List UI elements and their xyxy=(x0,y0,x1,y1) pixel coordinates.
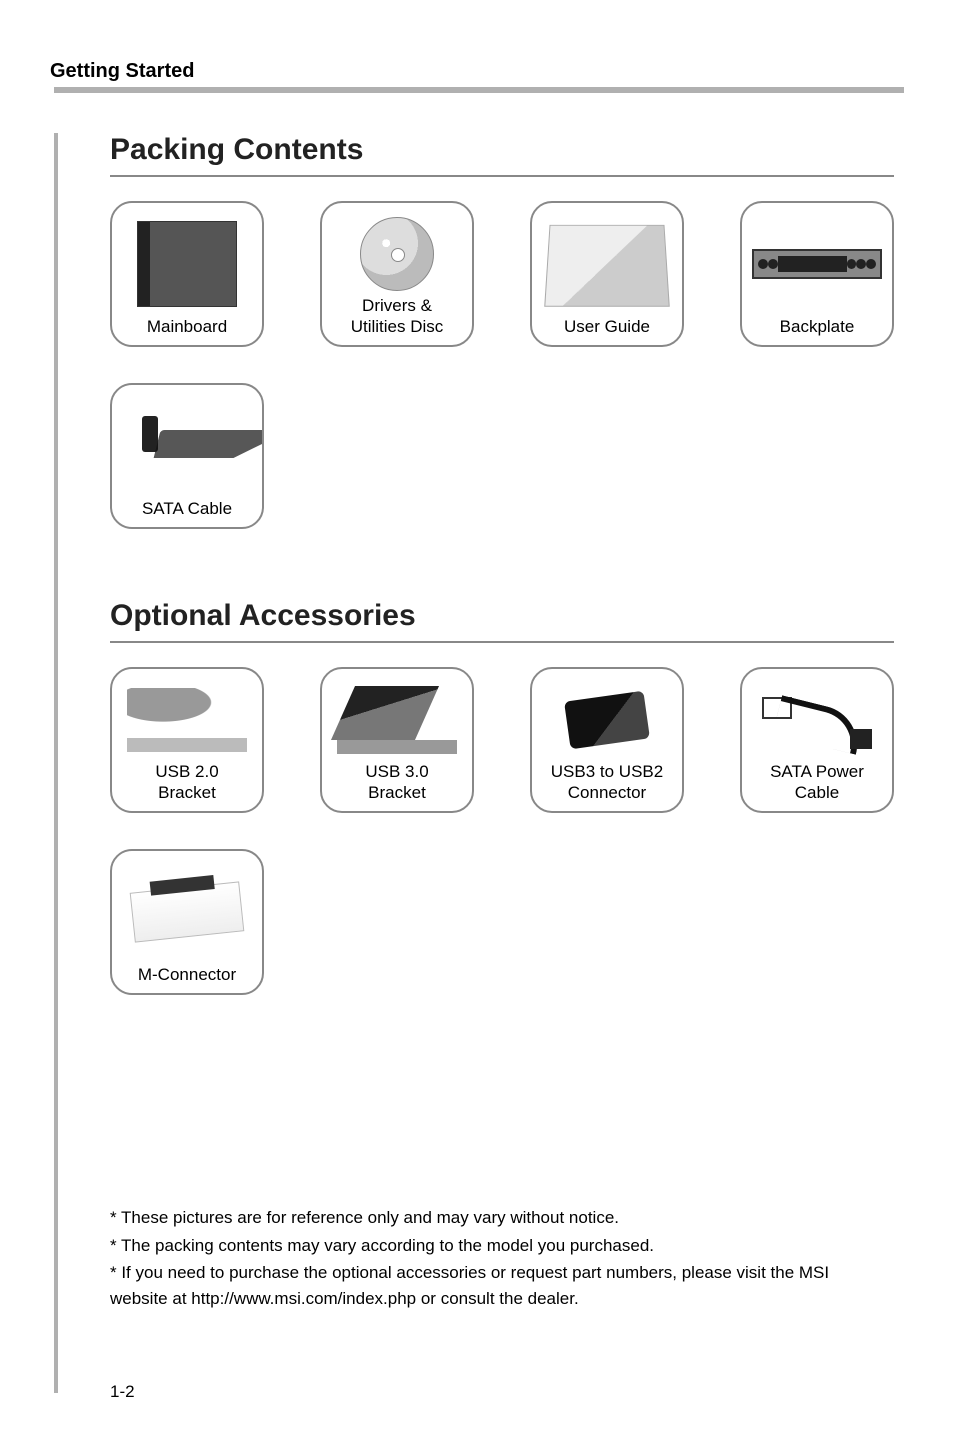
section-title-packing: Packing Contents xyxy=(110,133,894,167)
card-user-guide: User Guide xyxy=(530,201,684,347)
section-title-optional: Optional Accessories xyxy=(110,599,894,633)
card-label: USB 2.0 Bracket xyxy=(155,762,218,803)
card-mainboard: Mainboard xyxy=(110,201,264,347)
card-label: USB 3.0 Bracket xyxy=(365,762,428,803)
backplate-image xyxy=(748,211,886,317)
card-usb3-to-usb2: USB3 to USB2 Connector xyxy=(530,667,684,813)
sata-power-image xyxy=(748,677,886,762)
guide-image xyxy=(538,211,676,317)
card-label: Backplate xyxy=(780,317,855,337)
packing-grid: Mainboard Drivers & Utilities Disc User … xyxy=(110,201,894,529)
usb3to2-image xyxy=(538,677,676,762)
card-usb2-bracket: USB 2.0 Bracket xyxy=(110,667,264,813)
footnote-line: * If you need to purchase the optional a… xyxy=(110,1260,884,1311)
card-label: USB3 to USB2 Connector xyxy=(551,762,663,803)
header-rule xyxy=(54,87,904,93)
sata-cable-image xyxy=(118,393,256,499)
card-label: Drivers & Utilities Disc xyxy=(351,296,444,337)
card-label: SATA Power Cable xyxy=(770,762,864,803)
disc-image xyxy=(328,211,466,296)
card-sata-power: SATA Power Cable xyxy=(740,667,894,813)
title-rule xyxy=(110,641,894,643)
card-drivers-disc: Drivers & Utilities Disc xyxy=(320,201,474,347)
card-backplate: Backplate xyxy=(740,201,894,347)
card-label: M-Connector xyxy=(138,965,236,985)
mconnector-image xyxy=(118,859,256,965)
usb2-bracket-image xyxy=(118,677,256,762)
page-number: 1-2 xyxy=(110,1382,135,1402)
footnote-line: * The packing contents may vary accordin… xyxy=(110,1233,884,1259)
optional-grid: USB 2.0 Bracket USB 3.0 Bracket USB3 to … xyxy=(110,667,894,995)
title-rule xyxy=(110,175,894,177)
card-label: User Guide xyxy=(564,317,650,337)
card-usb3-bracket: USB 3.0 Bracket xyxy=(320,667,474,813)
chapter-header: Getting Started xyxy=(50,60,904,83)
card-label: Mainboard xyxy=(147,317,227,337)
usb3-bracket-image xyxy=(328,677,466,762)
mainboard-image xyxy=(118,211,256,317)
card-sata-cable: SATA Cable xyxy=(110,383,264,529)
footnote-line: * These pictures are for reference only … xyxy=(110,1205,884,1231)
card-label: SATA Cable xyxy=(142,499,232,519)
card-m-connector: M-Connector xyxy=(110,849,264,995)
footnotes: * These pictures are for reference only … xyxy=(110,1205,884,1313)
